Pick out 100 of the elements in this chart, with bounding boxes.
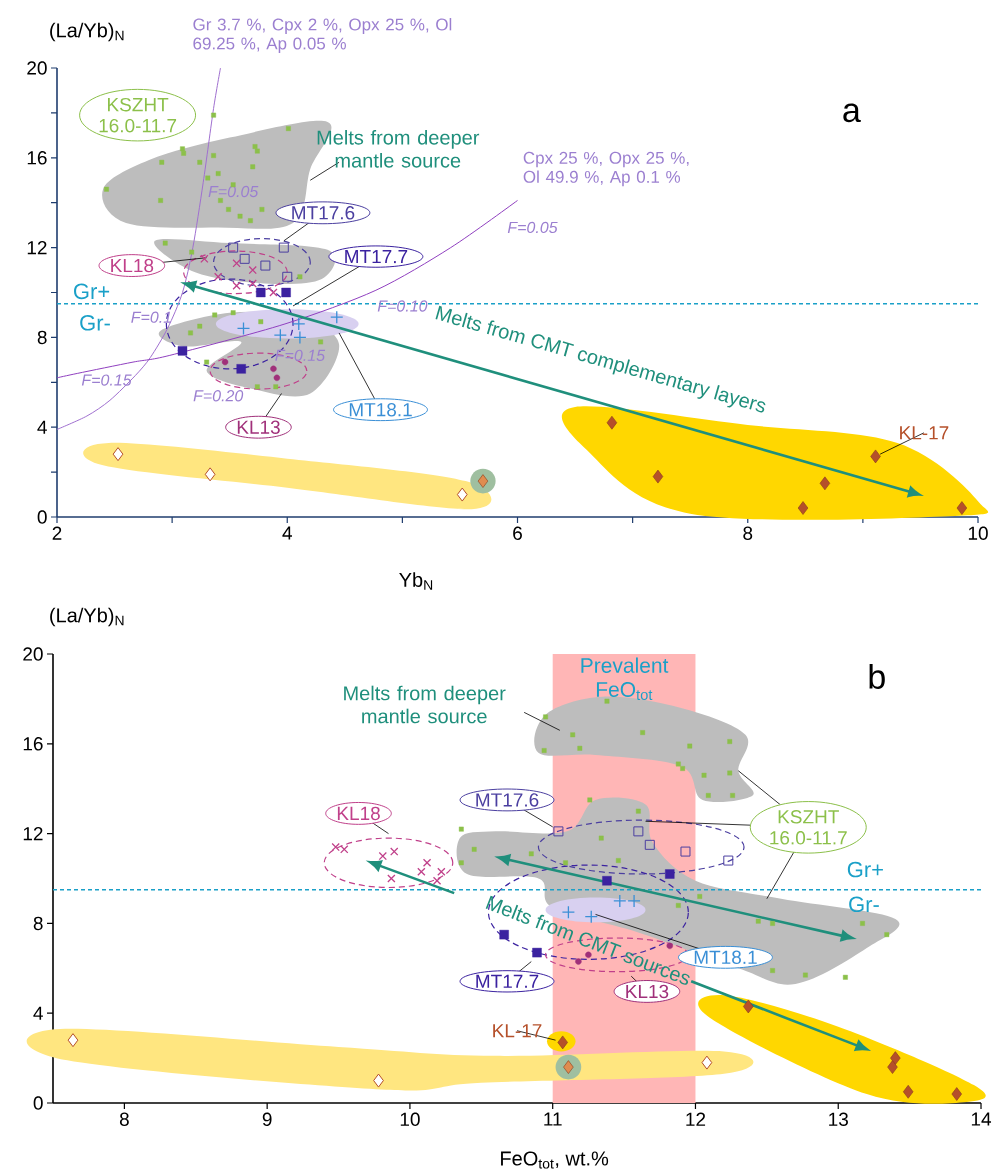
point xyxy=(532,947,542,958)
legend-label: KL13 xyxy=(237,420,280,434)
x-tick-label: 9 xyxy=(262,1112,272,1126)
point xyxy=(218,198,223,203)
point xyxy=(211,153,216,158)
point xyxy=(273,374,281,382)
point xyxy=(755,918,761,924)
point xyxy=(273,328,287,342)
point xyxy=(232,281,241,290)
point xyxy=(104,186,109,192)
point xyxy=(237,213,243,219)
point xyxy=(293,330,307,345)
point xyxy=(602,876,612,886)
point xyxy=(842,974,848,980)
point xyxy=(228,242,239,253)
point xyxy=(956,501,968,515)
x-tick-label: 12 xyxy=(686,1112,706,1126)
point xyxy=(541,748,547,753)
point xyxy=(903,1084,914,1099)
legend-label: KL18 xyxy=(111,258,154,273)
point xyxy=(604,698,610,704)
point xyxy=(188,330,193,336)
y-axis-title: (La/Yb)$_{N}$ xyxy=(50,22,124,42)
point xyxy=(730,793,735,798)
point xyxy=(330,310,344,324)
x-tick-label: 4 xyxy=(282,526,292,540)
point xyxy=(318,339,324,345)
y-axis-title: (La/Yb)$_{N}$ xyxy=(50,607,124,627)
point xyxy=(200,254,209,264)
point xyxy=(528,851,534,857)
point xyxy=(644,839,655,850)
point xyxy=(458,860,464,866)
point xyxy=(211,112,216,118)
point xyxy=(213,272,223,281)
point xyxy=(951,1087,962,1101)
point xyxy=(297,274,303,280)
series-label: Cpx 25 %, Opx 25 %, Ol 49.9 %, Ap 0.1 % xyxy=(523,151,689,187)
point xyxy=(606,415,618,430)
text: a xyxy=(843,103,861,123)
point xyxy=(236,364,246,374)
legend-label: MT17.7 xyxy=(345,250,408,264)
point xyxy=(204,359,210,365)
point xyxy=(378,851,387,861)
annotation: Melts from deeper mantle source xyxy=(317,129,480,168)
point xyxy=(269,288,278,297)
point xyxy=(675,903,681,908)
point xyxy=(860,921,865,926)
ref-line-label: Gr+ xyxy=(74,283,110,300)
legend-label: KL13 xyxy=(626,984,669,999)
point xyxy=(680,766,686,771)
annotation: F=0.05 xyxy=(208,185,259,198)
y-tick-label: 0 xyxy=(37,510,47,524)
point xyxy=(254,384,260,390)
annotation: F=0.10 xyxy=(377,300,428,312)
y-tick-label: 4 xyxy=(33,1006,43,1020)
point xyxy=(680,846,691,857)
point xyxy=(162,240,168,246)
point xyxy=(870,449,881,464)
legend-label: KSZHT 16.0-11.7 xyxy=(99,97,177,133)
x-tick-label: 13 xyxy=(829,1112,848,1126)
point xyxy=(197,159,203,165)
annotation: Gr- xyxy=(849,896,879,913)
y-tick-label: 4 xyxy=(37,420,47,434)
y-tick-label: 12 xyxy=(23,826,43,841)
point xyxy=(613,894,627,908)
point xyxy=(471,846,477,852)
x-tick-label: 6 xyxy=(513,526,522,540)
point xyxy=(215,171,221,176)
point xyxy=(205,175,211,181)
point xyxy=(221,358,229,366)
legend-label: KL18 xyxy=(337,806,380,821)
point xyxy=(204,467,216,482)
point xyxy=(770,968,775,973)
chart-title: b xyxy=(869,663,885,689)
point xyxy=(701,772,707,778)
point xyxy=(248,279,257,288)
annotation: F=0.05 xyxy=(507,221,558,234)
point xyxy=(553,826,564,837)
point xyxy=(701,1055,713,1070)
x-axis-title: FeO$_{tot}$, wt.% xyxy=(501,1151,609,1169)
point xyxy=(743,999,754,1014)
point xyxy=(260,260,271,271)
point xyxy=(640,730,646,735)
point xyxy=(189,249,195,255)
x-tick-label: 10 xyxy=(400,1112,420,1126)
point xyxy=(570,732,576,738)
point xyxy=(727,739,733,744)
point xyxy=(212,312,218,318)
point xyxy=(67,1033,79,1048)
point xyxy=(180,146,185,152)
point xyxy=(635,808,641,814)
point xyxy=(181,150,187,156)
point xyxy=(666,942,673,950)
point xyxy=(587,797,593,803)
legend-label: MT18.1 xyxy=(694,950,757,965)
point xyxy=(250,164,256,170)
point xyxy=(675,761,681,767)
point xyxy=(652,469,664,484)
point xyxy=(797,501,809,515)
point xyxy=(282,271,293,282)
